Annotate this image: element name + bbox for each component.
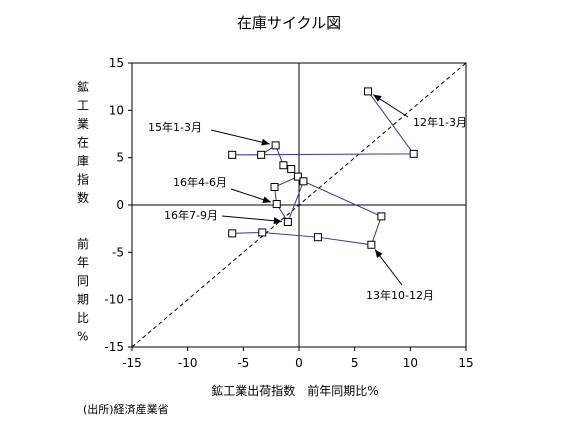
y-axis-label-char: 指 [77,172,89,187]
marker-layer [228,87,418,249]
y-tick-label: 0 [116,198,124,212]
y-axis-label-char: 数 [77,190,89,205]
data-point [272,200,281,209]
data-point [283,218,292,227]
x-tick-label: 10 [403,356,418,370]
annotation-label: 12年1-3月 [413,115,467,129]
y-tick-label: 15 [109,56,124,70]
y-tick-label: 5 [116,151,124,165]
data-point [270,183,279,192]
data-point [293,172,302,181]
data-point [299,177,308,186]
x-tick-label: -5 [237,356,249,370]
data-point [377,212,386,221]
y-axis-label-part-2: 前年同期比% [77,236,89,344]
axes-layer: -15 -10 -5 0 5 10 15 -15 -10 -5 0 5 10 15 [104,56,473,370]
annotation-arrowhead [273,217,282,225]
x-tick-label: -15 [122,356,142,370]
data-point [313,233,322,242]
y-axis-label-char: 年 [77,256,89,270]
y-axis-label-char: 期 [77,293,89,307]
annotation-label: 16年4-6月 [173,175,227,189]
annotation-label: 15年1-3月 [148,120,202,134]
annotation-arrowhead [261,138,270,146]
x-tick-label: -10 [178,356,198,370]
data-point [364,87,373,96]
data-point [409,149,418,158]
y-axis-label-char: 工 [77,99,89,113]
y-tick-label: 10 [109,103,124,117]
chart-title: 在庫サイクル図 [237,14,341,32]
y-axis-label-char: 比 [77,311,89,325]
y-tick-label: -10 [104,293,124,307]
annotation-arrowhead [262,196,272,204]
y-tick-label: -5 [112,245,124,259]
annotation-arrowhead [375,249,383,259]
x-axis-label: 鉱工業出荷指数 前年同期比% [211,383,378,398]
annotation-label: 13年10-12月 [366,288,434,302]
y-axis-label-char: 業 [77,117,89,131]
y-axis-label-char: 鉱 [77,79,89,94]
y-axis-label-char: 庫 [77,154,89,168]
annotation-layer: 12年1-3月 15年1-3月 16年4-6月 16年7-9月 13年10-12月 [148,94,467,302]
y-axis-label-char: 同 [77,274,89,288]
reference-line-layer [131,62,467,348]
x-tick-label: 0 [295,356,303,370]
y-tick-label: -15 [104,340,124,354]
annotation-arrow-line [221,215,282,222]
x-tick-label: 5 [351,356,359,370]
data-point [228,150,237,159]
y-axis-label-char: % [77,330,88,344]
reference-45deg-line [131,62,467,348]
data-point [367,240,376,249]
y-axis-label-char: 前 [77,236,89,251]
data-point [271,141,280,150]
data-point [257,150,266,159]
annotation-arrow-line [210,129,270,145]
series-layer [232,91,415,246]
y-axis-label-part-1: 鉱工業在庫指数 [77,79,89,205]
data-point [228,229,237,238]
data-point [258,228,267,237]
annotation-arrowhead [373,94,382,102]
data-point [279,161,288,170]
series-line [232,91,415,246]
y-axis-label-char: 在 [77,136,89,150]
data-point [287,165,296,174]
x-tick-label: 15 [458,356,473,370]
source-note: (出所)経済産業省 [83,402,169,416]
annotation-label: 16年7-9月 [164,208,218,222]
